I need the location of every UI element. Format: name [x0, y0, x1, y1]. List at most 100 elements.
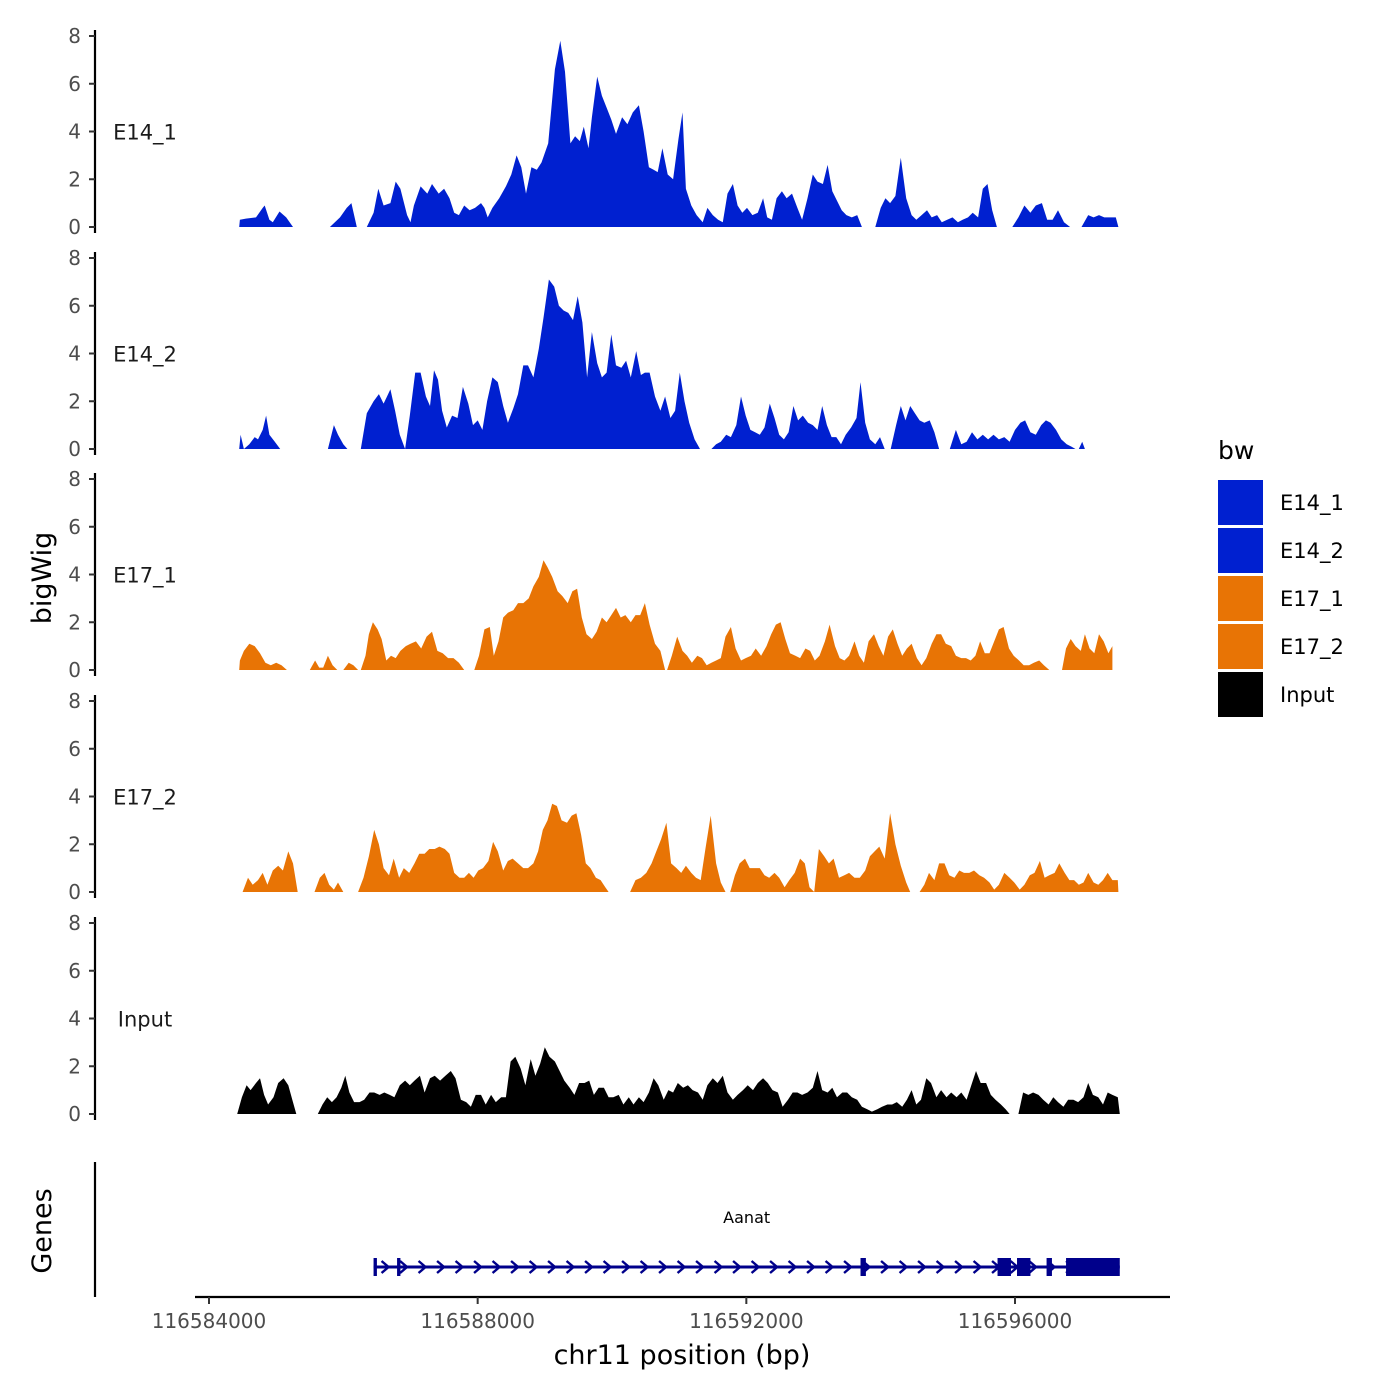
exon — [1017, 1258, 1031, 1276]
y-tick-label: 0 — [68, 1102, 81, 1126]
strand-arrow — [917, 1260, 927, 1274]
legend: bw E14_1 E14_2 E17_1 E17_2 Input — [1218, 436, 1344, 717]
y-tick-label: 8 — [68, 24, 81, 48]
legend-key-input — [1218, 672, 1263, 717]
y-axis-title: bigWig — [27, 532, 58, 625]
area-input — [237, 1047, 1120, 1114]
legend-key-e17-1 — [1218, 576, 1263, 621]
y-tick-label: 2 — [68, 610, 81, 634]
x-axis-title: chr11 position (bp) — [554, 1340, 811, 1371]
y-tick-label: 4 — [68, 342, 81, 366]
area-e14-1 — [239, 40, 1119, 227]
y-tick-label: 6 — [68, 959, 81, 983]
y-tick-label: 6 — [68, 72, 81, 96]
y-tick-label: 0 — [68, 437, 81, 461]
genes-axis-title: Genes — [27, 1188, 58, 1273]
strand-arrow — [547, 1260, 557, 1274]
legend-key-e14-2 — [1218, 528, 1263, 573]
strand-arrow — [584, 1260, 594, 1274]
y-tick-label: 4 — [68, 1007, 81, 1031]
track-label: E17_2 — [113, 786, 177, 811]
strand-arrow — [602, 1260, 613, 1274]
exon — [1046, 1258, 1052, 1276]
legend-label: Input — [1280, 683, 1334, 707]
strand-arrow — [676, 1260, 687, 1274]
legend-key-e14-1 — [1218, 480, 1263, 525]
strand-arrow — [436, 1260, 446, 1274]
track-e17-2: 0 2 4 6 8 E17_2 — [68, 689, 1119, 904]
gene-label: Aanat — [723, 1208, 770, 1227]
strand-arrow — [935, 1260, 946, 1274]
y-tick-label: 6 — [68, 294, 81, 318]
strand-arrow — [695, 1260, 705, 1274]
exon — [997, 1258, 1011, 1276]
strand-arrow — [713, 1260, 724, 1274]
track-label: Input — [118, 1008, 172, 1032]
exon — [860, 1258, 866, 1276]
legend-label: E17_2 — [1280, 635, 1344, 660]
strand-arrow — [732, 1260, 742, 1274]
x-tick-label: 116596000 — [958, 1309, 1073, 1333]
y-tick-label: 0 — [68, 658, 81, 682]
strand-arrow — [658, 1260, 668, 1274]
strand-arrow — [510, 1260, 520, 1274]
y-tick-label: 8 — [68, 246, 81, 270]
strand-arrow — [769, 1260, 779, 1274]
strand-arrow — [639, 1260, 650, 1274]
x-tick-label: 116588000 — [420, 1309, 535, 1333]
strand-arrow — [454, 1260, 465, 1274]
strand-arrow — [843, 1260, 853, 1274]
y-tick-label: 8 — [68, 911, 81, 935]
y-tick-label: 2 — [68, 1054, 81, 1078]
y-tick-label: 4 — [68, 120, 81, 144]
y-tick-label: 8 — [68, 467, 81, 491]
strand-arrow — [806, 1260, 816, 1274]
strand-arrow — [898, 1260, 909, 1274]
y-tick-label: 4 — [68, 563, 81, 587]
bigwig-tracks: 0 2 4 6 8 E14_1 0 2 4 6 8 E14_2 0 2 4 6 8 E17_1 0 2 4 6 8 E17_2… — [68, 24, 1120, 1126]
strand-arrow — [565, 1260, 576, 1274]
track-e14-2: 0 2 4 6 8 E14_2 — [68, 246, 1085, 461]
strand-arrow — [1028, 1260, 1038, 1274]
x-tick-label: 116584000 — [152, 1309, 267, 1333]
y-tick-label: 0 — [68, 215, 81, 239]
y-tick-label: 4 — [68, 785, 81, 809]
track-e17-1: 0 2 4 6 8 E17_1 — [68, 467, 1113, 682]
strand-arrow — [528, 1260, 539, 1274]
legend-label: E14_2 — [1280, 539, 1344, 564]
y-tick-label: 2 — [68, 832, 81, 856]
exon — [1066, 1258, 1120, 1276]
strand-arrow — [750, 1260, 761, 1274]
strand-arrow — [621, 1260, 631, 1274]
area-e17-2 — [242, 803, 1119, 892]
strand-arrow — [824, 1260, 835, 1274]
strand-arrow — [787, 1260, 798, 1274]
track-input: 0 2 4 6 8 Input — [68, 911, 1120, 1126]
strand-arrow — [972, 1260, 983, 1274]
track-label: E14_1 — [113, 121, 177, 146]
strand-arrow — [417, 1260, 428, 1274]
y-tick-label: 6 — [68, 515, 81, 539]
track-label: E14_2 — [113, 343, 177, 368]
legend-title: bw — [1218, 436, 1254, 465]
area-e14-2 — [239, 279, 1085, 449]
strand-arrow — [491, 1260, 502, 1274]
genes-panel: Aanat — [93, 1162, 1120, 1297]
strand-arrow — [380, 1260, 391, 1274]
strand-arrow — [954, 1260, 964, 1274]
legend-label: E17_1 — [1280, 587, 1344, 612]
legend-key-e17-2 — [1218, 624, 1263, 669]
y-tick-label: 2 — [68, 389, 81, 413]
legend-label: E14_1 — [1280, 491, 1344, 516]
exon — [373, 1258, 377, 1276]
y-tick-label: 0 — [68, 880, 81, 904]
strand-arrow — [880, 1260, 890, 1274]
y-tick-label: 6 — [68, 737, 81, 761]
y-tick-label: 2 — [68, 167, 81, 191]
x-axis: 116584000 116588000 116592000 116596000 — [152, 1295, 1170, 1333]
x-tick-label: 116592000 — [689, 1309, 804, 1333]
track-label: E17_1 — [113, 564, 177, 589]
track-e14-1: 0 2 4 6 8 E14_1 — [68, 24, 1119, 239]
strand-arrow — [399, 1260, 409, 1274]
